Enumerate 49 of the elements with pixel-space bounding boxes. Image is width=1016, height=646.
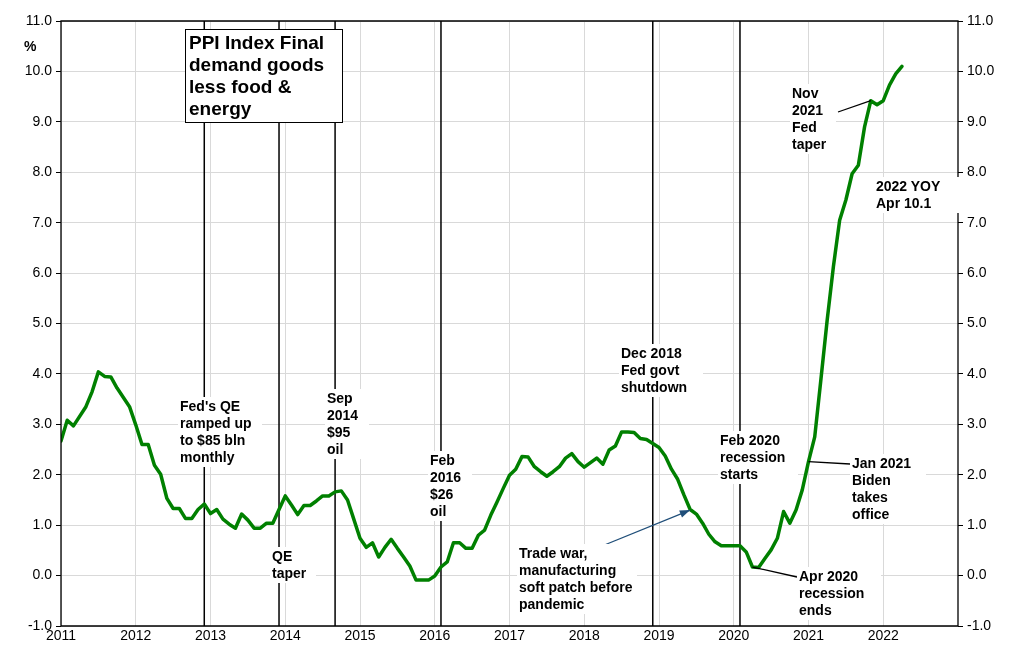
annotation: Nov 2021 Fed taper [790,84,836,154]
y2-tick-label: 4.0 [967,364,987,381]
ref-line-label: Feb 2020 recession starts [718,431,798,484]
y2-tick-label: 1.0 [967,516,987,533]
y-tick-label: 2.0 [32,465,53,482]
y-tick-label: 7.0 [32,213,53,230]
ref-line-label: Fed's QE ramped up to $85 bln monthly [178,397,262,467]
x-tick-label: 2016 [419,627,451,644]
ref-line-label: Feb 2016 $26 oil [428,451,472,521]
y-tick-label: 11.0 [25,11,53,28]
x-tick-label: 2020 [718,627,750,644]
y-axis-title: % [24,38,37,54]
y2-tick-label: 6.0 [967,263,987,280]
x-tick-label: 2019 [643,627,675,644]
y-tick-label: 4.0 [32,364,53,381]
x-tick-label: 2013 [194,627,227,644]
y2-tick-label: 11.0 [967,11,994,28]
y2-tick-label: 3.0 [967,415,987,432]
y2-tick-label: 2.0 [967,465,987,482]
x-tick-label: 2012 [120,627,152,644]
y2-tick-label: -1.0 [967,616,992,633]
y-tick-label: 8.0 [32,163,53,180]
y2-tick-label: 0.0 [967,566,987,583]
annotation: Jan 2021 Biden takes office [850,454,926,524]
y-tick-label: 3.0 [32,415,53,432]
y-tick-label: 0.0 [32,566,53,583]
annotation: 2022 YOY Apr 10.1 [874,177,968,213]
x-tick-label: 2015 [344,627,376,644]
annotation: Trade war, manufacturing soft patch before pandemic [517,544,637,614]
x-tick-label: 2014 [269,627,302,644]
text: PPI Index Final demand goods less food & energy [185,29,343,123]
x-tick-label: 2022 [867,627,900,644]
y2-tick-label: 8.0 [967,163,987,180]
ref-line-label: Sep 2014 $95 oil [325,389,369,459]
y-tick-label: 6.0 [32,263,53,280]
x-tick-label: 2021 [792,627,825,644]
y-tick-label: 10.0 [24,62,53,79]
y2-tick-label: 10.0 [967,62,995,79]
x-tick-label: 2017 [493,627,526,644]
y2-tick-label: 9.0 [967,112,987,129]
y-tick-label: 9.0 [32,112,53,129]
y-tick-label: 1.0 [32,516,53,533]
y2-tick-label: 7.0 [967,213,987,230]
y2-tick-label: 5.0 [967,314,987,331]
y-tick-label: 5.0 [32,314,53,331]
annotation: Apr 2020 recession ends [797,567,881,620]
ref-line-label: QE taper [270,547,316,583]
ref-line-label: Dec 2018 Fed govt shutdown [619,344,703,397]
x-tick-label: 2018 [568,627,601,644]
